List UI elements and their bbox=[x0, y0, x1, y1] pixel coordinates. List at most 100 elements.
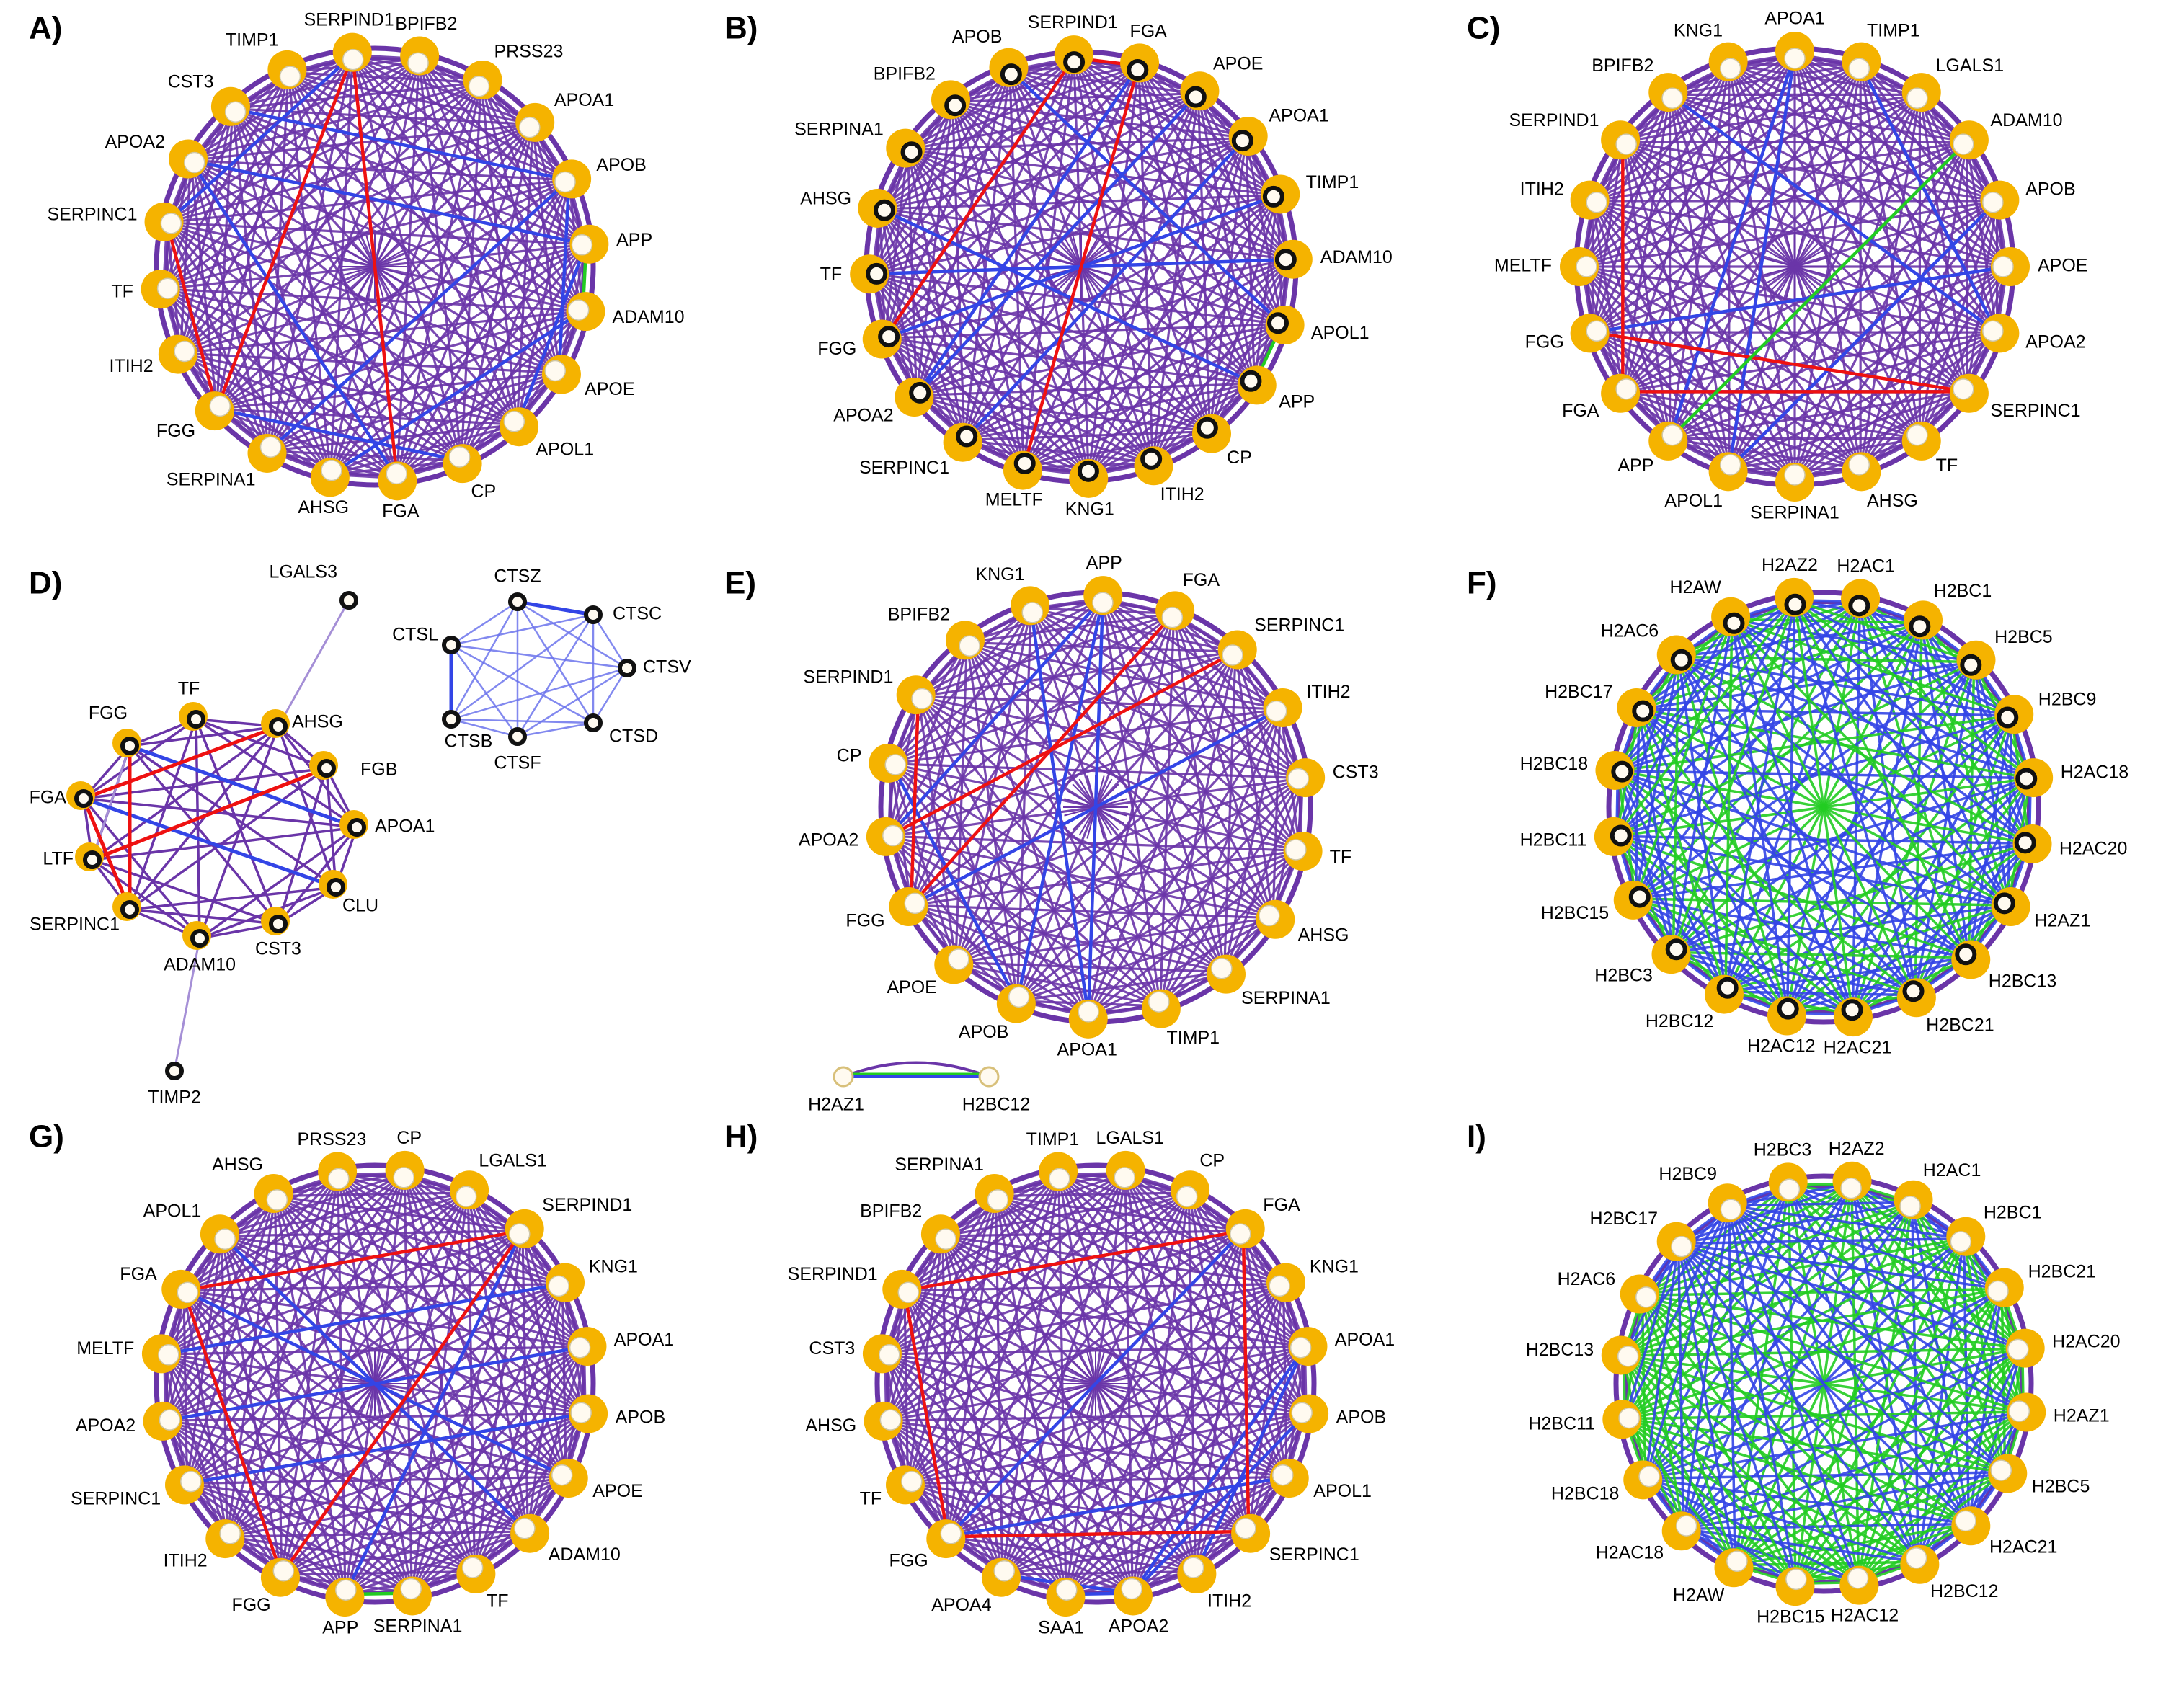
LGALS1-node[interactable] bbox=[1114, 1167, 1135, 1188]
H2BC17-node[interactable] bbox=[1632, 700, 1654, 722]
H2BC3-node[interactable] bbox=[1665, 938, 1687, 961]
ADAM10-node[interactable] bbox=[1274, 249, 1297, 271]
PRSS23-node[interactable] bbox=[468, 75, 490, 97]
H2BC18-node[interactable] bbox=[1638, 1465, 1660, 1488]
FGG-node[interactable] bbox=[940, 1523, 962, 1544]
H2AW-node[interactable] bbox=[1723, 612, 1745, 634]
H2AC21-node[interactable] bbox=[1955, 1510, 1976, 1532]
CP-node[interactable] bbox=[1196, 417, 1218, 439]
H2BC5-node[interactable] bbox=[1990, 1459, 2012, 1481]
TIMP1-node[interactable] bbox=[1262, 185, 1284, 208]
H2AC18-node[interactable] bbox=[2015, 768, 2038, 790]
APOA2-node[interactable] bbox=[882, 824, 904, 847]
H2BC18-node[interactable] bbox=[1611, 760, 1633, 783]
H2AZ1-node[interactable] bbox=[1993, 892, 2015, 915]
SERPIND1-node[interactable] bbox=[1063, 51, 1086, 74]
APOL1-node[interactable] bbox=[503, 411, 525, 432]
APOB-node[interactable] bbox=[1000, 63, 1022, 86]
ADAM10-node[interactable] bbox=[1953, 133, 1974, 155]
CTSC-node[interactable] bbox=[584, 605, 603, 624]
H2AC20-node[interactable] bbox=[2007, 1338, 2029, 1361]
H2AC6-node[interactable] bbox=[1635, 1286, 1657, 1308]
SERPINC1-node[interactable] bbox=[180, 1470, 202, 1493]
CTSV-node[interactable] bbox=[618, 659, 636, 677]
H2BC17-node[interactable] bbox=[1671, 1235, 1692, 1258]
APOB-node[interactable] bbox=[1291, 1402, 1313, 1423]
APOA2-node[interactable] bbox=[183, 151, 205, 174]
APOL1-node[interactable] bbox=[1272, 1464, 1294, 1486]
APP-node[interactable] bbox=[335, 1579, 357, 1601]
TF-node[interactable] bbox=[1285, 839, 1307, 861]
CP-node[interactable] bbox=[884, 754, 906, 775]
H2AW-node[interactable] bbox=[1726, 1550, 1748, 1573]
KNG1-node[interactable] bbox=[1719, 58, 1741, 79]
TIMP1-node[interactable] bbox=[1848, 58, 1870, 79]
SERPINA1-node[interactable] bbox=[1211, 958, 1233, 979]
H2BC9-node[interactable] bbox=[1720, 1199, 1742, 1220]
H2BC13-node[interactable] bbox=[1955, 943, 1977, 966]
APOE-node[interactable] bbox=[1184, 86, 1207, 108]
CP-node[interactable] bbox=[448, 446, 471, 468]
APOE-node[interactable] bbox=[544, 360, 567, 382]
H2BC11-node[interactable] bbox=[1610, 824, 1632, 847]
MELTF-node[interactable] bbox=[1576, 256, 1597, 277]
FGG-node[interactable] bbox=[272, 1560, 295, 1582]
SERPINA1-node[interactable] bbox=[900, 141, 923, 164]
APOA2-node[interactable] bbox=[1121, 1578, 1142, 1600]
APOA1-node[interactable] bbox=[1078, 1001, 1099, 1023]
SERPIND1-node[interactable] bbox=[897, 1281, 919, 1304]
CST3-node[interactable] bbox=[269, 915, 288, 933]
SERPINC1-node[interactable] bbox=[1235, 1518, 1256, 1539]
FGB-node[interactable] bbox=[317, 759, 336, 778]
AHSG-node[interactable] bbox=[1848, 454, 1870, 476]
SERPIND1-node[interactable] bbox=[911, 688, 933, 710]
PRSS23-node[interactable] bbox=[328, 1168, 350, 1190]
KNG1-node[interactable] bbox=[1021, 602, 1043, 623]
SERPINC1-node[interactable] bbox=[1953, 378, 1974, 400]
ITIH2-node[interactable] bbox=[1266, 700, 1287, 722]
H2BC11-node[interactable] bbox=[1618, 1407, 1640, 1429]
SERPINA1-node[interactable] bbox=[1784, 464, 1806, 486]
FGG-node[interactable] bbox=[120, 737, 139, 755]
TF-node[interactable] bbox=[1906, 424, 1928, 446]
SERPIND1-node[interactable] bbox=[342, 48, 364, 71]
LGALS1-node[interactable] bbox=[1906, 87, 1928, 109]
SERPINA1-node[interactable] bbox=[259, 436, 282, 458]
LTF-node[interactable] bbox=[83, 850, 102, 869]
H2BC12-node[interactable] bbox=[1905, 1547, 1927, 1569]
MELTF-node[interactable] bbox=[1013, 452, 1036, 474]
APOA2-node[interactable] bbox=[159, 1409, 181, 1431]
APOE-node[interactable] bbox=[948, 948, 969, 970]
FGA-node[interactable] bbox=[1230, 1223, 1251, 1245]
FGA-node[interactable] bbox=[74, 789, 93, 808]
APOB-node[interactable] bbox=[1008, 986, 1030, 1008]
APOA1-node[interactable] bbox=[569, 1337, 591, 1359]
TF-node[interactable] bbox=[461, 1557, 484, 1578]
CP-node[interactable] bbox=[393, 1167, 414, 1188]
FGA-node[interactable] bbox=[1127, 59, 1149, 81]
CTSD-node[interactable] bbox=[584, 713, 603, 732]
H2AC12-node[interactable] bbox=[1777, 997, 1799, 1020]
AHSG-node[interactable] bbox=[1259, 904, 1280, 927]
CTSB-node[interactable] bbox=[442, 710, 461, 729]
SERPINA1-node[interactable] bbox=[400, 1578, 422, 1600]
APOA1-node[interactable] bbox=[519, 116, 541, 138]
SERPINC1-node[interactable] bbox=[956, 425, 978, 448]
APOB-node[interactable] bbox=[1982, 191, 2004, 213]
APOA1-node[interactable] bbox=[1289, 1337, 1312, 1359]
H2BC12-node[interactable] bbox=[978, 1066, 1000, 1088]
H2BC21-node[interactable] bbox=[1987, 1280, 2009, 1302]
CST3-node[interactable] bbox=[224, 101, 247, 123]
TIMP1-node[interactable] bbox=[1049, 1168, 1070, 1190]
FGG-node[interactable] bbox=[209, 395, 231, 417]
FGG-node[interactable] bbox=[1586, 320, 1607, 342]
CTSL-node[interactable] bbox=[442, 636, 461, 654]
H2BC1-node[interactable] bbox=[1909, 615, 1931, 638]
H2BC15-node[interactable] bbox=[1785, 1568, 1807, 1591]
CP-node[interactable] bbox=[1176, 1186, 1198, 1207]
TF-node[interactable] bbox=[156, 277, 179, 299]
SAA1-node[interactable] bbox=[1056, 1579, 1078, 1601]
CST3-node[interactable] bbox=[879, 1344, 900, 1366]
APP-node[interactable] bbox=[1240, 370, 1262, 392]
BPIFB2-node[interactable] bbox=[935, 1228, 956, 1250]
